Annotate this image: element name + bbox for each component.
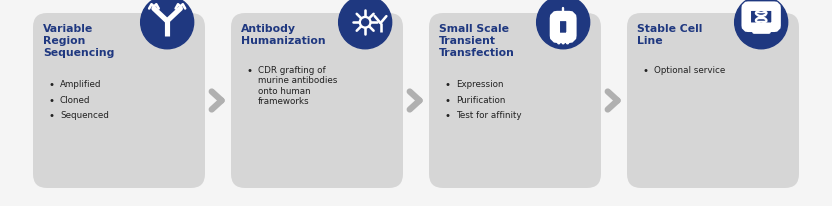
Circle shape (735, 0, 788, 49)
Text: Cloned: Cloned (60, 96, 91, 104)
Text: Purification: Purification (456, 96, 505, 104)
Circle shape (567, 42, 568, 44)
Text: •: • (445, 96, 451, 105)
Text: CDR grafting of
murine antibodies
onto human
frameworks: CDR grafting of murine antibodies onto h… (258, 66, 337, 106)
Circle shape (339, 0, 392, 49)
Circle shape (362, 20, 369, 27)
Circle shape (359, 17, 371, 29)
Text: Small Scale
Transient
Transfection: Small Scale Transient Transfection (439, 24, 515, 58)
FancyBboxPatch shape (429, 14, 601, 188)
Text: •: • (445, 80, 451, 90)
Circle shape (562, 42, 564, 44)
Text: Sequenced: Sequenced (60, 111, 109, 120)
Text: Test for affinity: Test for affinity (456, 111, 522, 120)
Text: Stable Cell
Line: Stable Cell Line (637, 24, 702, 46)
Text: Optional service: Optional service (654, 66, 726, 75)
FancyBboxPatch shape (33, 14, 205, 188)
FancyBboxPatch shape (231, 14, 403, 188)
Text: •: • (247, 66, 253, 76)
FancyBboxPatch shape (627, 14, 799, 188)
Text: •: • (49, 80, 55, 90)
Circle shape (141, 0, 194, 49)
Text: Variable
Region
Sequencing: Variable Region Sequencing (43, 24, 114, 58)
Text: Amplified: Amplified (60, 80, 102, 89)
Text: •: • (49, 111, 55, 121)
Text: •: • (445, 111, 451, 121)
Text: •: • (49, 96, 55, 105)
Circle shape (537, 0, 590, 49)
Circle shape (557, 42, 560, 44)
Text: •: • (643, 66, 649, 76)
Text: Antibody
Humanization: Antibody Humanization (241, 24, 325, 46)
Text: Expression: Expression (456, 80, 503, 89)
